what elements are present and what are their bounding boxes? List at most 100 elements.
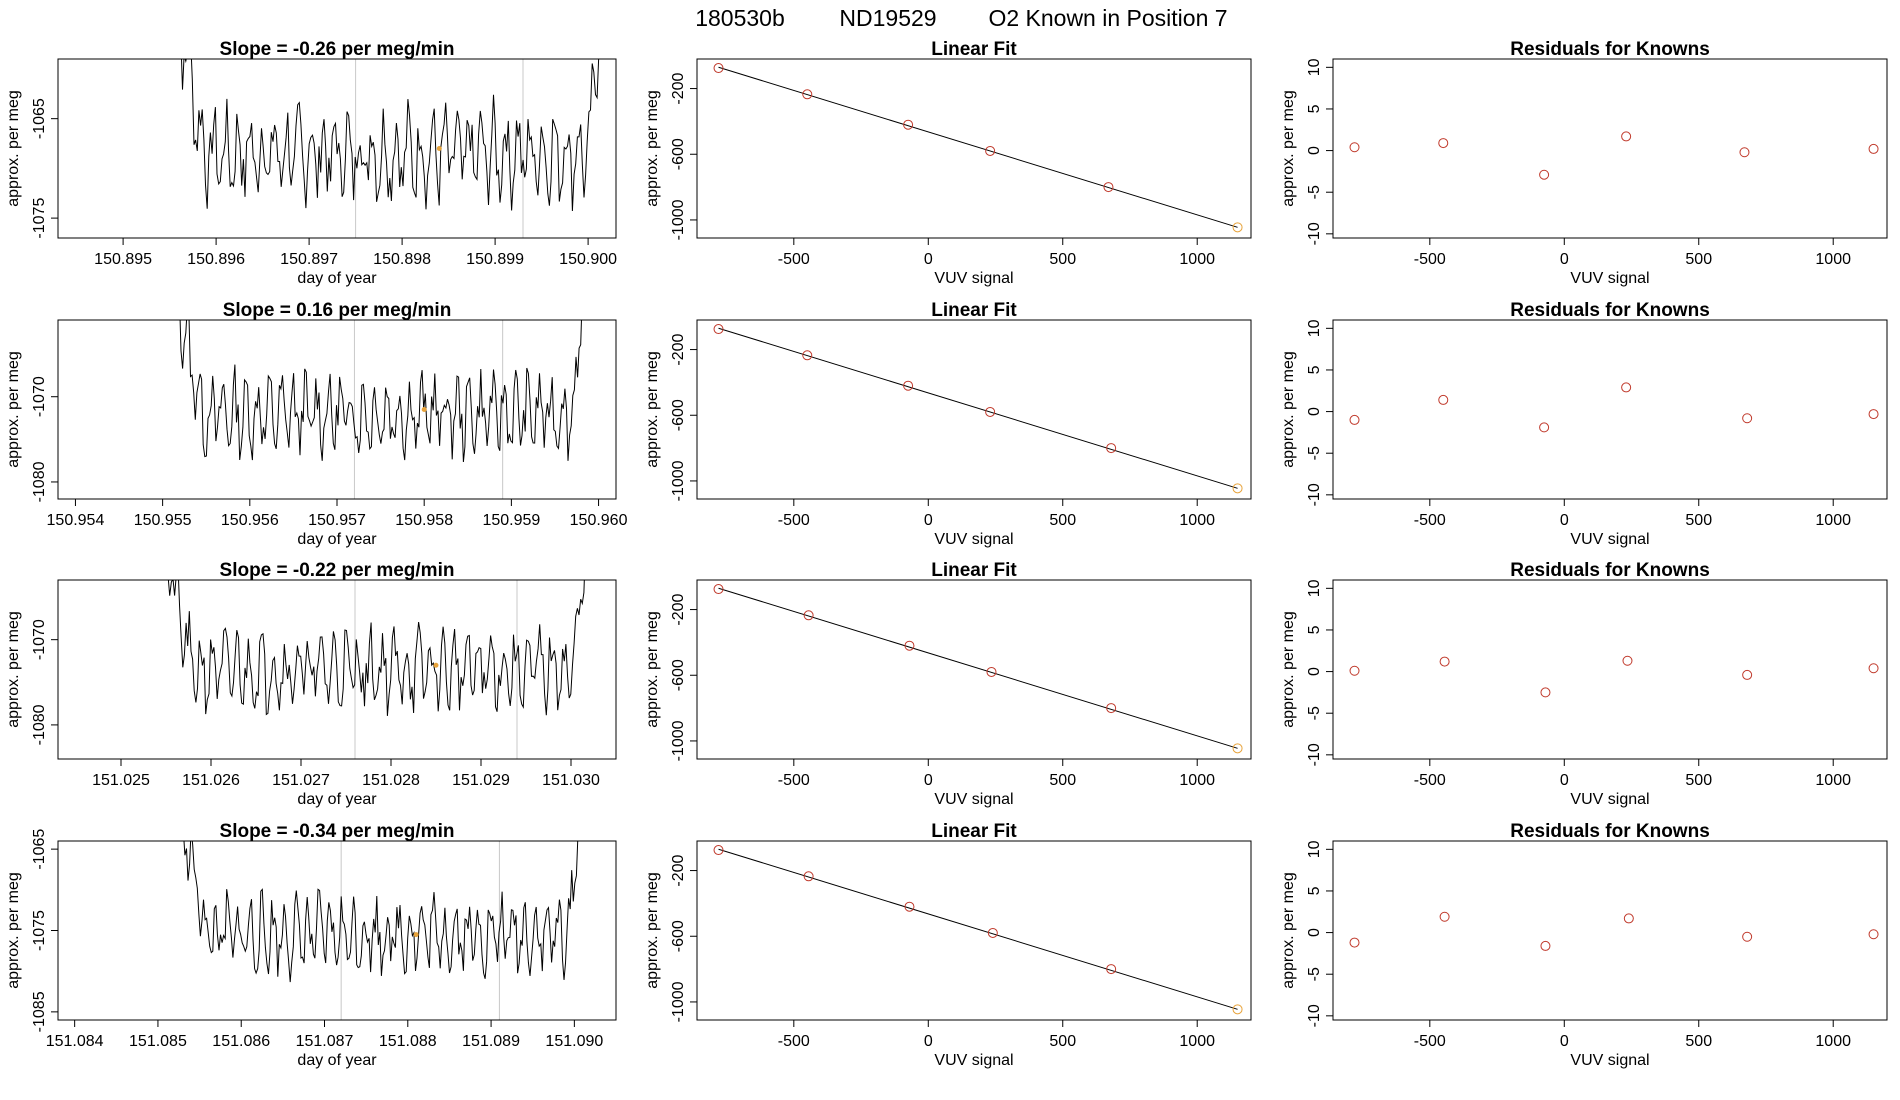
x-tick-label: 150.899	[466, 251, 524, 268]
y-tick-label: -600	[670, 659, 687, 691]
data-point	[1868, 143, 1879, 154]
panel-11: Linear Fit -500 0 500 1000 VUV signal -200 -600…	[644, 821, 1252, 1069]
x-tick-label: 151.088	[379, 1033, 437, 1050]
y-axis-label: approx. per meg	[1280, 351, 1297, 468]
x-tick-label: 150.954	[47, 512, 105, 529]
data-point	[1623, 913, 1634, 924]
y-tick-label: -1000	[670, 460, 687, 501]
x-axis-label: VUV signal	[934, 531, 1013, 548]
signal-trace	[167, 580, 585, 716]
fit-line	[718, 327, 1238, 489]
y-tick-label: -5	[1306, 185, 1323, 199]
data-point	[904, 640, 915, 651]
x-tick-label: 151.086	[212, 1033, 270, 1050]
plot-area	[713, 845, 1243, 1015]
x-tick-label: 0	[1560, 512, 1569, 529]
x-tick-label: -500	[1414, 1033, 1446, 1050]
y-tick-label: -600	[670, 920, 687, 952]
y-axis-label: approx. per meg	[5, 611, 22, 728]
x-tick-label: 150.956	[221, 512, 279, 529]
x-tick-label: -500	[1414, 772, 1446, 789]
panel-title: Residuals for Knowns	[1510, 821, 1710, 842]
y-tick-label: -1065	[31, 98, 48, 139]
data-point	[1439, 656, 1450, 667]
plot-area	[167, 580, 585, 759]
fit-line	[718, 587, 1238, 749]
x-axis-label: VUV signal	[1570, 791, 1649, 808]
y-tick-label: -200	[670, 854, 687, 886]
x-axis-label: day of year	[297, 270, 377, 287]
y-tick-label: -1075	[31, 198, 48, 239]
x-tick-label: 0	[924, 1033, 933, 1050]
panel-12: Residuals for Knowns -500 0 500 1000 VUV sign…	[1280, 821, 1888, 1069]
panel-8: Linear Fit -500 0 500 1000 VUV signal -200 -600…	[644, 560, 1252, 808]
y-tick-label: -5	[1306, 706, 1323, 720]
panel-title: Slope = -0.22 per meg/min	[220, 560, 455, 581]
x-axis-label: day of year	[297, 531, 377, 548]
panel-title: Residuals for Knowns	[1510, 560, 1710, 581]
x-tick-label: 150.955	[134, 512, 192, 529]
x-tick-label: 151.025	[92, 772, 150, 789]
plot-frame	[696, 840, 1252, 1021]
panel-title: Residuals for Knowns	[1510, 39, 1710, 60]
data-point	[713, 845, 724, 856]
y-tick-label: -5	[1306, 967, 1323, 981]
panel-2: Linear Fit -500 0 500 1000 VUV signal -200 -600…	[644, 39, 1252, 287]
signal-trace	[179, 320, 582, 463]
panel-title: Residuals for Knowns	[1510, 300, 1710, 321]
x-tick-label: -500	[778, 772, 810, 789]
data-point	[1540, 940, 1551, 951]
y-tick-label: -1075	[31, 910, 48, 951]
x-tick-label: -500	[1414, 512, 1446, 529]
x-axis-label: VUV signal	[934, 270, 1013, 287]
x-tick-label: 151.030	[542, 772, 600, 789]
plot-frame	[696, 319, 1252, 500]
y-tick-label: -200	[670, 72, 687, 104]
x-tick-label: -500	[778, 251, 810, 268]
x-axis-label: VUV signal	[934, 791, 1013, 808]
data-point	[1621, 131, 1632, 142]
plot-frame	[57, 319, 617, 500]
plot-area	[713, 324, 1243, 494]
y-tick-label: -5	[1306, 446, 1323, 460]
data-point	[1868, 929, 1879, 940]
y-axis-label: approx. per meg	[5, 90, 22, 207]
y-tick-label: -1065	[31, 829, 48, 870]
x-tick-label: 151.087	[296, 1033, 354, 1050]
plot-area	[713, 63, 1243, 233]
panel-1: Slope = -0.26 per meg/min 150.895 150.896 1…	[5, 39, 617, 287]
plot-frame	[696, 58, 1252, 239]
data-point	[1540, 687, 1551, 698]
x-tick-label: 500	[1685, 512, 1712, 529]
x-tick-label: 0	[924, 251, 933, 268]
data-point	[1232, 743, 1243, 754]
y-tick-label: -600	[670, 138, 687, 170]
x-tick-label: 500	[1049, 1033, 1076, 1050]
y-tick-label: -1070	[31, 376, 48, 417]
y-tick-label: 10	[1306, 319, 1323, 337]
x-tick-label: 150.900	[559, 251, 617, 268]
y-tick-label: -200	[670, 333, 687, 365]
y-axis-label: approx. per meg	[5, 872, 22, 989]
data-point	[713, 324, 724, 335]
data-point	[1739, 147, 1750, 158]
x-tick-label: 151.085	[129, 1033, 187, 1050]
x-tick-label: 150.895	[94, 251, 152, 268]
panel-title: Slope = -0.26 per meg/min	[220, 39, 455, 60]
panel-title: Slope = -0.34 per meg/min	[220, 821, 455, 842]
plot-area	[1349, 911, 1879, 951]
x-tick-label: 150.896	[187, 251, 245, 268]
y-tick-label: 10	[1306, 58, 1323, 76]
x-tick-label: 500	[1049, 251, 1076, 268]
data-point	[1742, 669, 1753, 680]
x-tick-label: 500	[1685, 251, 1712, 268]
highlight-point	[436, 146, 442, 151]
plot-frame	[57, 579, 617, 760]
panel-6: Residuals for Knowns -500 0 500 1000 VUV sign…	[1280, 300, 1888, 548]
x-tick-label: 150.958	[395, 512, 453, 529]
plot-area	[713, 584, 1243, 754]
y-tick-label: 0	[1306, 667, 1323, 676]
y-axis-label: approx. per meg	[1280, 90, 1297, 207]
data-point	[1106, 703, 1117, 714]
x-tick-label: 0	[1560, 1033, 1569, 1050]
